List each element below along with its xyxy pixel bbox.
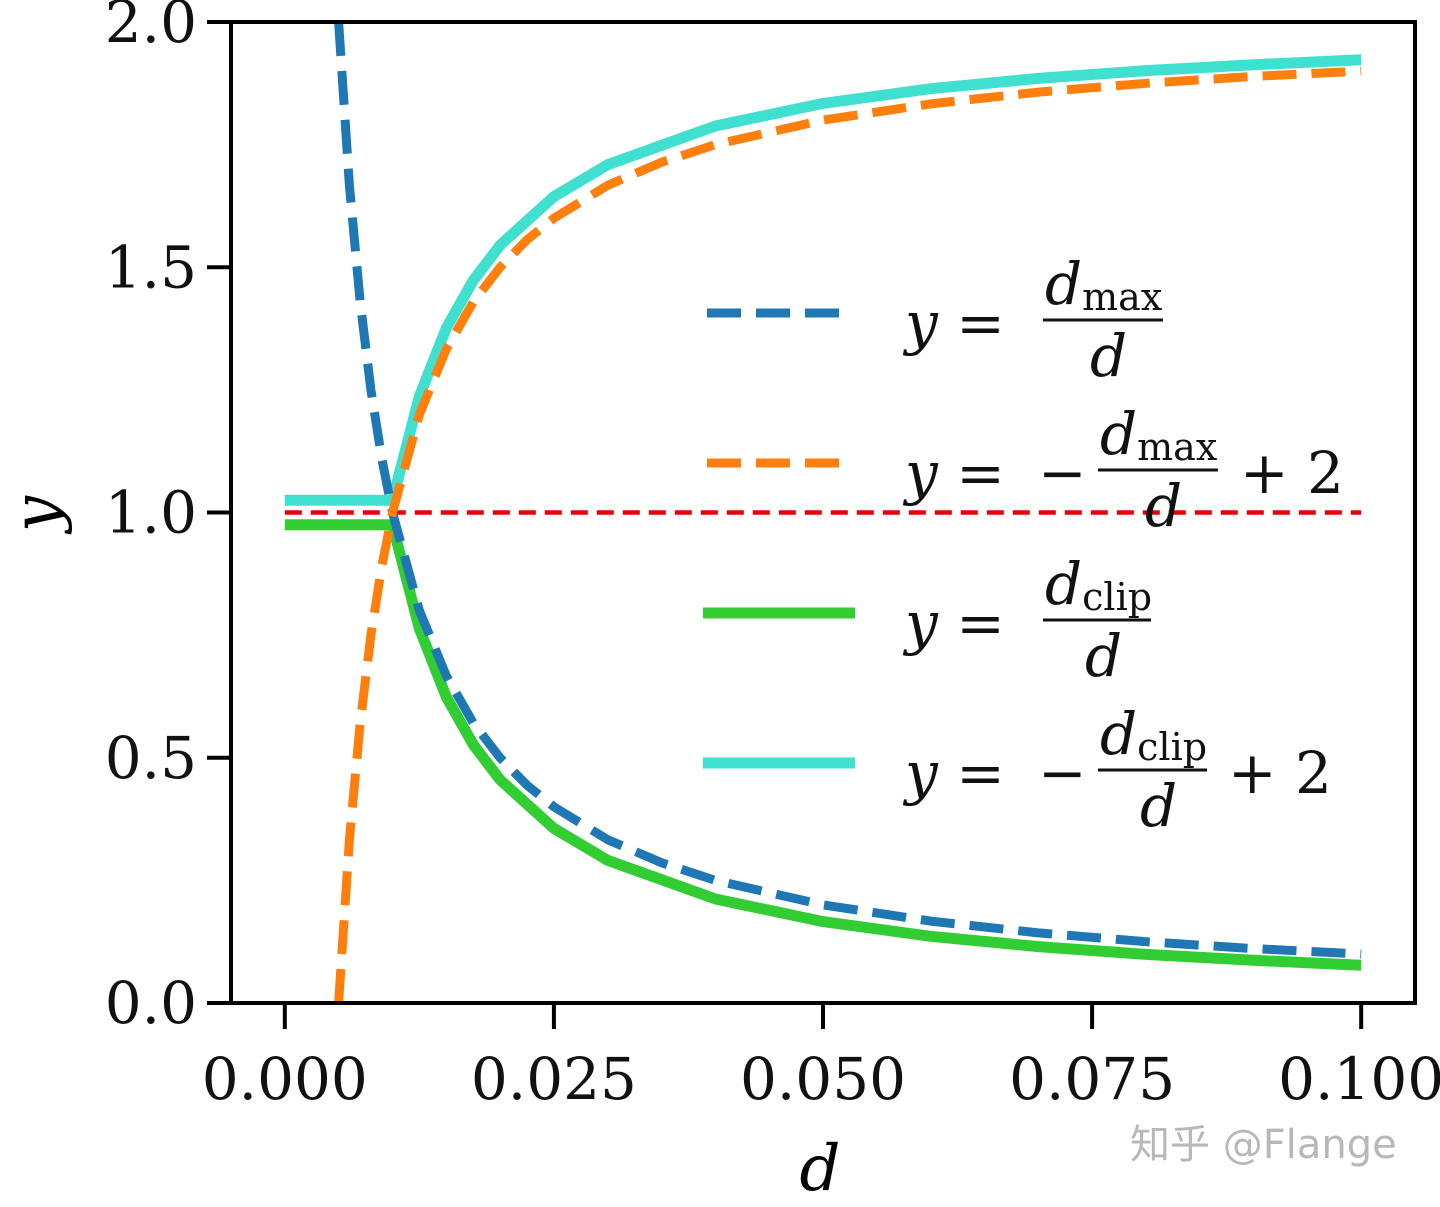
- x-tick-label: 0.000: [202, 1045, 368, 1113]
- series-line-neg_dclip_over_d_plus_2: [284, 54, 1362, 506]
- y-tick-label: 0.5: [105, 724, 197, 792]
- legend-lhs: y =: [902, 289, 1005, 357]
- x-axis-label: d: [800, 1132, 841, 1206]
- legend: y = dmax d y = − dmax d + 2 y = dclip d …: [703, 250, 1344, 840]
- x-tick-label: 0.050: [740, 1045, 906, 1113]
- legend-entry-neg-dclip: y = − dclip d + 2: [703, 700, 1332, 840]
- legend-numerator: dmax: [1100, 400, 1217, 469]
- ticks-layer: 0.000 0.025 0.050 0.075 0.100 0.0 0.5 1.0 1.5 2.0: [105, 0, 1440, 1113]
- y-tick-label: 1.0: [105, 479, 197, 547]
- y-tick-label: 1.5: [105, 233, 197, 301]
- legend-lhs: y =: [902, 589, 1005, 657]
- y-tick-label: 0.0: [105, 969, 197, 1037]
- series-line-dclip_over_d: [284, 519, 1362, 971]
- watermark: 知乎 @Flange: [1130, 1122, 1397, 1168]
- legend-numerator: dclip: [1045, 550, 1152, 619]
- y-axis-label: y: [0, 495, 74, 535]
- series-line-neg_dmax_over_d_plus_2: [334, 66, 1362, 1003]
- legend-entry-dmax: y = dmax d: [707, 250, 1163, 390]
- x-tick-label: 0.025: [471, 1045, 637, 1113]
- legend-denominator: d: [1085, 622, 1122, 690]
- legend-lhs: y =: [902, 439, 1005, 507]
- legend-denominator: d: [1145, 472, 1182, 540]
- legend-lhs: y =: [902, 739, 1005, 807]
- legend-numerator: dmax: [1045, 250, 1162, 319]
- x-tick-label: 0.100: [1278, 1045, 1440, 1113]
- legend-suffix: + 2: [1228, 739, 1332, 807]
- legend-numerator: dclip: [1100, 700, 1207, 769]
- series-layer: [284, 22, 1362, 1003]
- legend-prefix: −: [1038, 739, 1087, 807]
- series-line-dmax_over_d: [334, 22, 1362, 959]
- legend-denominator: d: [1140, 772, 1177, 840]
- legend-prefix: −: [1038, 439, 1087, 507]
- legend-entry-dclip: y = dclip d: [703, 550, 1152, 690]
- legend-suffix: + 2: [1240, 439, 1344, 507]
- x-tick-label: 0.075: [1009, 1045, 1175, 1113]
- legend-entry-neg-dmax: y = − dmax d + 2: [707, 400, 1344, 540]
- y-tick-label: 2.0: [105, 0, 197, 56]
- legend-denominator: d: [1090, 322, 1127, 390]
